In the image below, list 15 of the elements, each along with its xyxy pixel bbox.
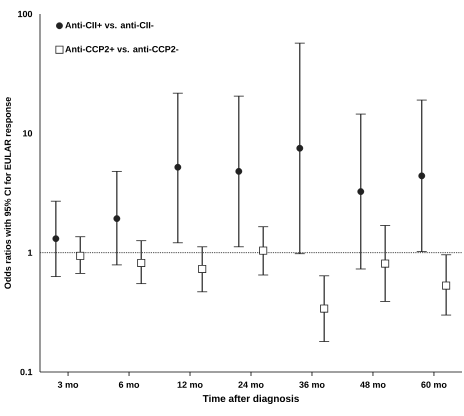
- y-tick-label: 100: [18, 10, 32, 18]
- x-tick-label: 24 mo: [238, 382, 264, 388]
- x-tick-label: 60 mo: [421, 382, 447, 388]
- legend-label: Anti-CCP2+ vs. anti-CCP2-: [65, 46, 178, 52]
- x-axis-title: Time after diagnosis: [202, 394, 299, 404]
- x-tick-label: 3 mo: [58, 382, 78, 388]
- legend-label: Anti-CII+ vs. anti-CII-: [65, 22, 154, 28]
- y-axis-title: Odds ratios with 95% CI for EULAR response: [4, 97, 13, 289]
- x-tick-label: 12 mo: [178, 382, 203, 388]
- x-tick-label: 36 mo: [299, 382, 325, 388]
- x-tick-label: 6 mo: [118, 382, 140, 388]
- y-tick-label: 1: [28, 250, 32, 256]
- x-tick-label: 48 mo: [360, 382, 386, 388]
- y-tick-label: 0.1: [20, 368, 32, 376]
- y-tick-label: 10: [23, 130, 32, 137]
